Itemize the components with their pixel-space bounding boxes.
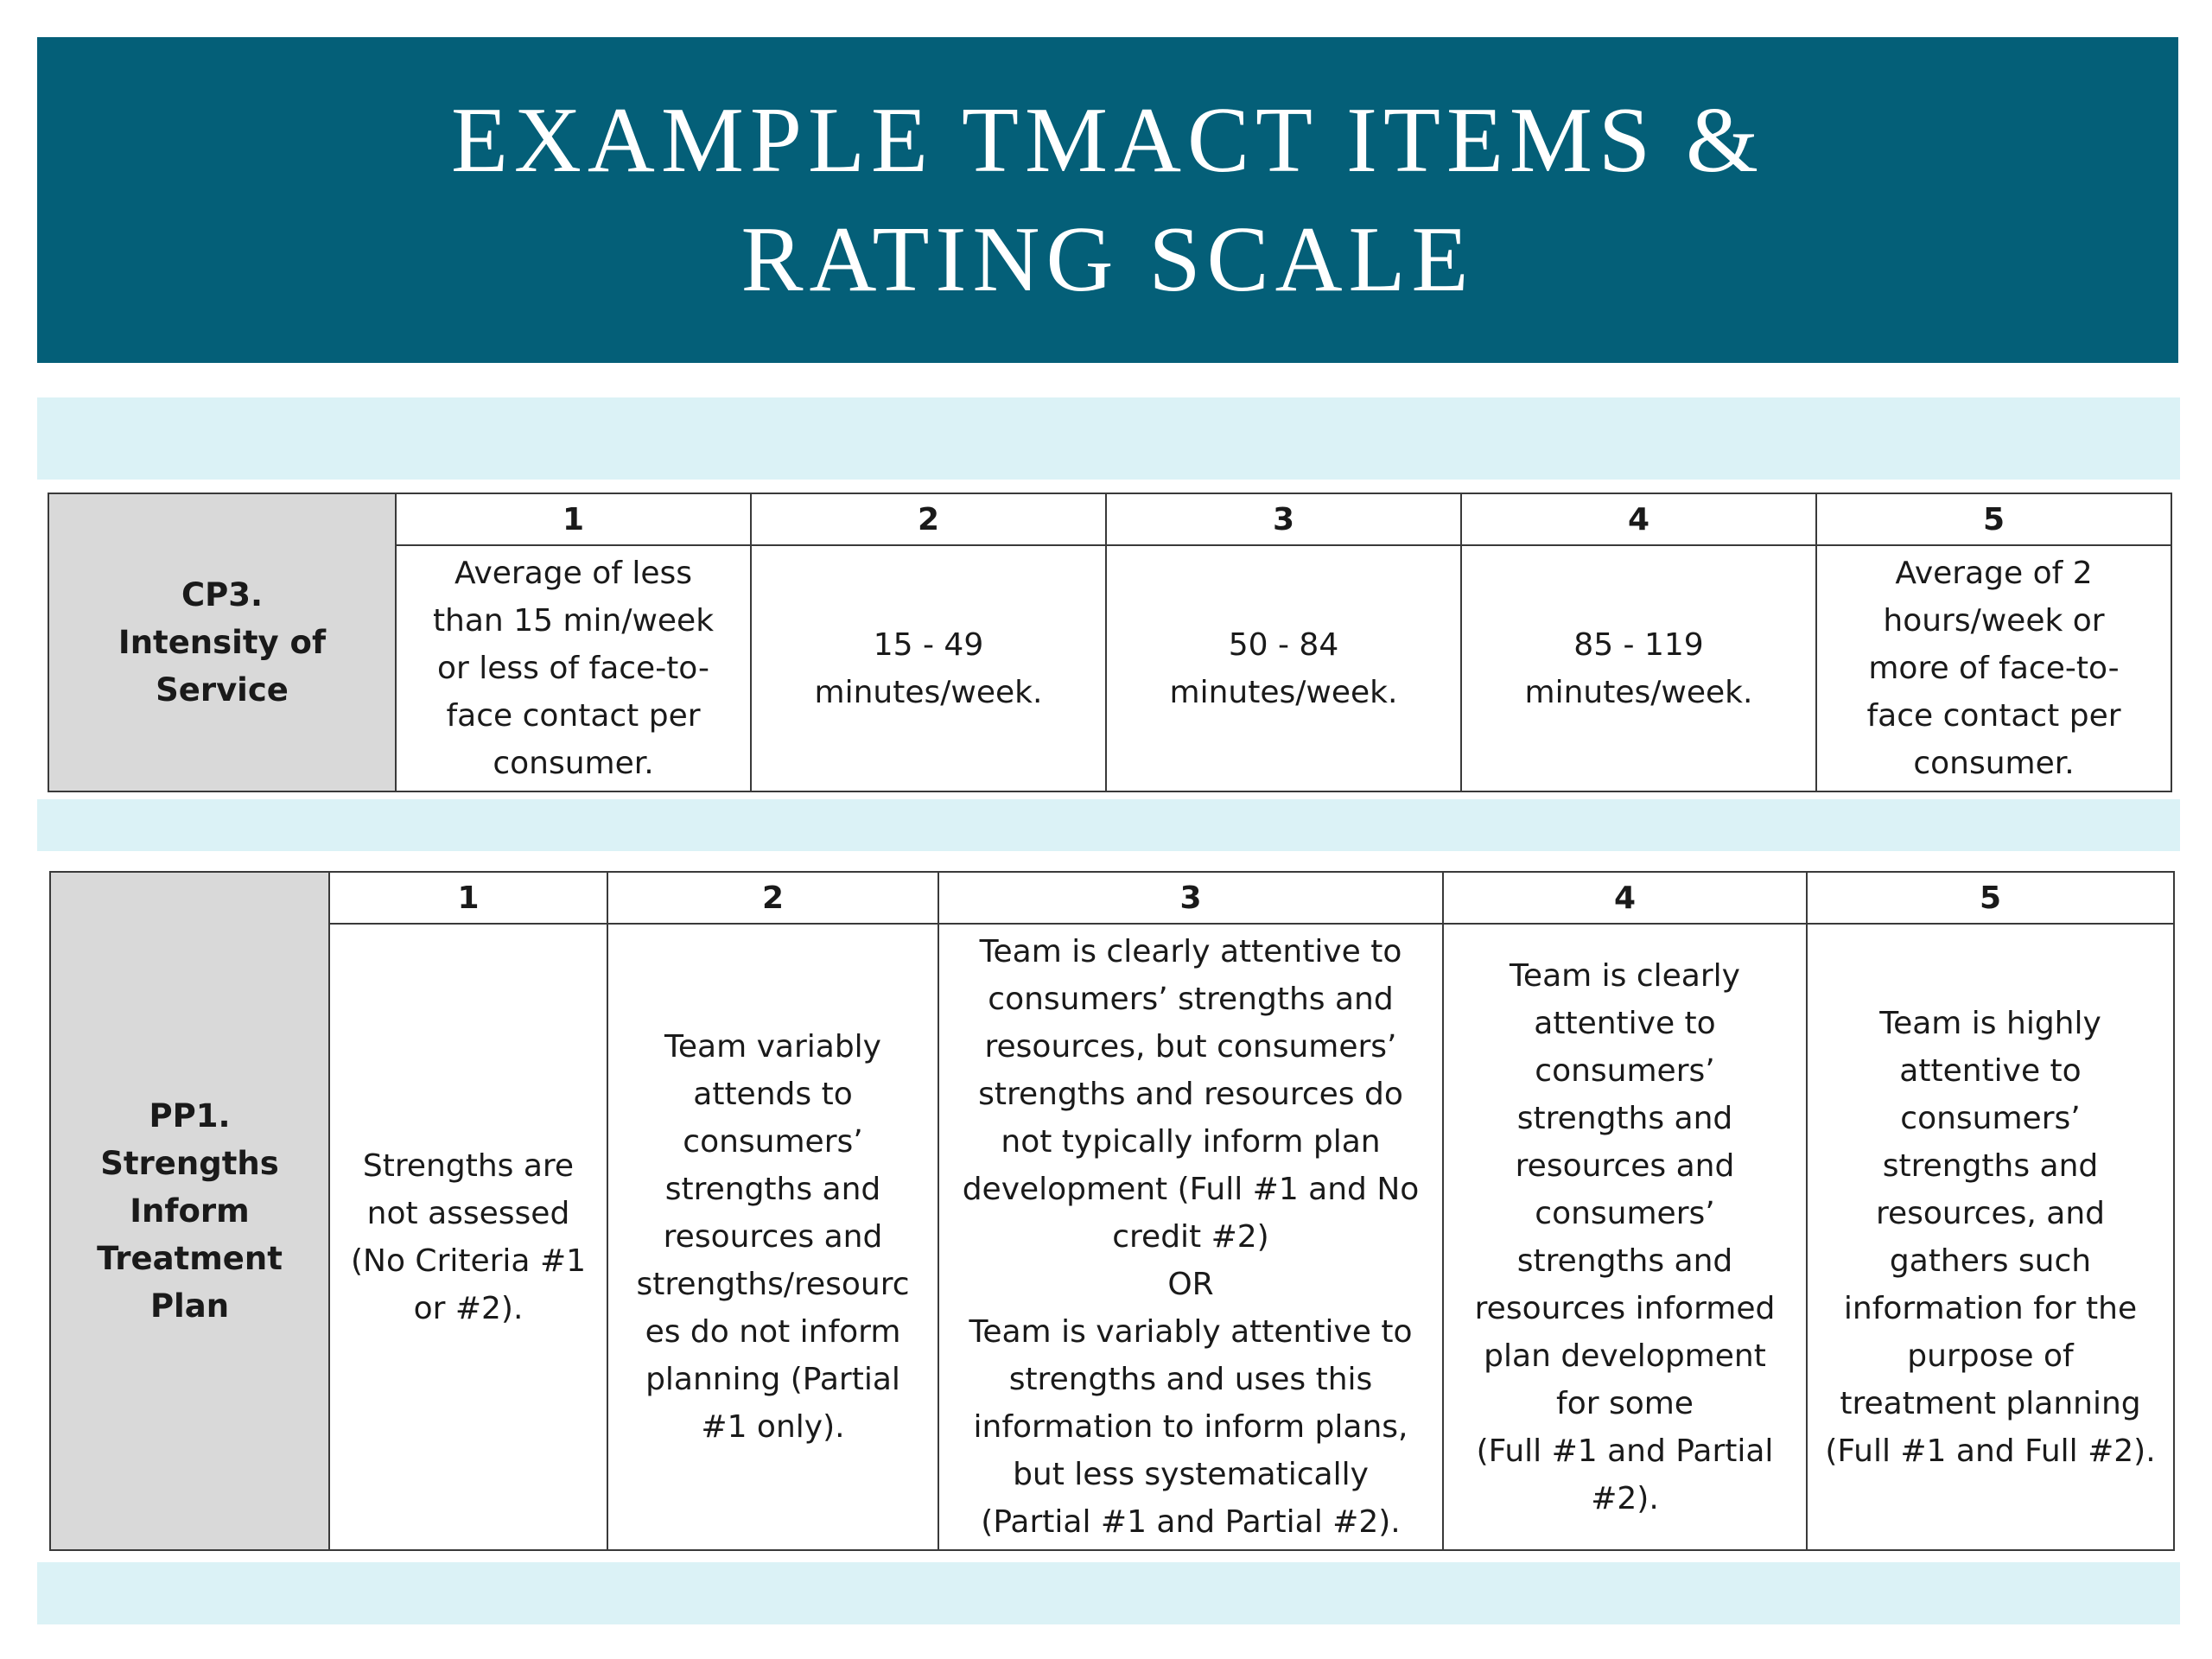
title-banner: EXAMPLE TMACT ITEMS & RATING SCALE: [37, 37, 2178, 363]
slide-title-line-2: RATING SCALE: [741, 207, 1475, 311]
rating-description: Average of 2 hours/week or more of face-…: [1815, 544, 2172, 792]
divider-band: [37, 1562, 2180, 1624]
scale-header: 1: [328, 871, 608, 925]
rating-description-text: 50 - 84 minutes/week.: [1169, 626, 1398, 710]
rating-description-text: Team variably attends to consumers’ stre…: [636, 1029, 910, 1445]
rating-description-text: Average of 2 hours/week or more of face-…: [1866, 556, 2121, 781]
rating-description: 85 - 119 minutes/week.: [1460, 544, 1817, 792]
rating-description-text: Team is clearly attentive to consumers’ …: [1474, 957, 1776, 1516]
scale-header: 2: [750, 493, 1107, 546]
scale-header: 3: [1105, 493, 1462, 546]
rating-description: Strengths are not assessed (No Criteria …: [328, 923, 608, 1551]
scale-header: 1: [395, 493, 752, 546]
rating-description-text: 15 - 49 minutes/week.: [814, 626, 1043, 710]
rating-description: Average of less than 15 min/week or less…: [395, 544, 752, 792]
scale-header: 4: [1460, 493, 1817, 546]
rating-description: 50 - 84 minutes/week.: [1105, 544, 1462, 792]
rating-table-pp1: PP1. Strengths Inform Treatment Plan 1 2…: [49, 871, 2175, 1551]
rating-table-cp3: CP3. Intensity of Service 1 2 3 4 5 Aver…: [48, 493, 2172, 792]
divider-band: [37, 397, 2180, 480]
item-label: PP1. Strengths Inform Treatment Plan: [49, 871, 330, 1551]
item-label-text: CP3. Intensity of Service: [118, 576, 327, 709]
rating-description-text: 85 - 119 minutes/week.: [1524, 626, 1753, 710]
rating-description: Team is highly attentive to consumers’ s…: [1806, 923, 2175, 1551]
rating-description-text: Team is clearly attentive to consumers’ …: [962, 934, 1420, 1540]
rating-description: Team is clearly attentive to consumers’ …: [1442, 923, 1808, 1551]
rating-description-text: Average of less than 15 min/week or less…: [432, 556, 715, 781]
item-label: CP3. Intensity of Service: [48, 493, 397, 792]
rating-description: 15 - 49 minutes/week.: [750, 544, 1107, 792]
rating-description: Team is clearly attentive to consumers’ …: [938, 923, 1444, 1551]
scale-header: 3: [938, 871, 1444, 925]
rating-description-text: Team is highly attentive to consumers’ s…: [1825, 1005, 2156, 1469]
slide-title-line-1: EXAMPLE TMACT ITEMS &: [450, 88, 1765, 192]
scale-header: 4: [1442, 871, 1808, 925]
item-label-text: PP1. Strengths Inform Treatment Plan: [97, 1097, 283, 1325]
scale-header: 5: [1815, 493, 2172, 546]
divider-band: [37, 799, 2180, 851]
rating-description-text: Strengths are not assessed (No Criteria …: [350, 1147, 587, 1326]
scale-header: 2: [607, 871, 939, 925]
scale-header: 5: [1806, 871, 2175, 925]
rating-description: Team variably attends to consumers’ stre…: [607, 923, 939, 1551]
